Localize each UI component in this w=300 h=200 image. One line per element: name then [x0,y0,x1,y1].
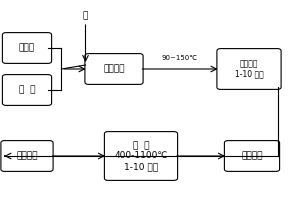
Text: 硝酸钴: 硝酸钴 [19,44,35,52]
FancyBboxPatch shape [2,33,52,63]
FancyBboxPatch shape [85,54,143,84]
FancyBboxPatch shape [104,132,178,180]
FancyBboxPatch shape [2,75,52,105]
Text: 90~150℃: 90~150℃ [162,55,198,61]
Text: 搅拌均匀: 搅拌均匀 [103,64,125,73]
FancyBboxPatch shape [1,141,53,171]
Text: 水热反应
1-10 小时: 水热反应 1-10 小时 [235,59,263,79]
Text: 水: 水 [83,11,88,20]
FancyBboxPatch shape [217,49,281,89]
Text: 研磨分装: 研磨分装 [241,152,263,160]
FancyBboxPatch shape [224,141,280,171]
Text: 过滤洗涤: 过滤洗涤 [16,152,38,160]
Text: 焙  烧
400-1100℃
1-10 小时: 焙 烧 400-1100℃ 1-10 小时 [114,141,168,171]
Text: 尿  素: 尿 素 [19,85,35,94]
